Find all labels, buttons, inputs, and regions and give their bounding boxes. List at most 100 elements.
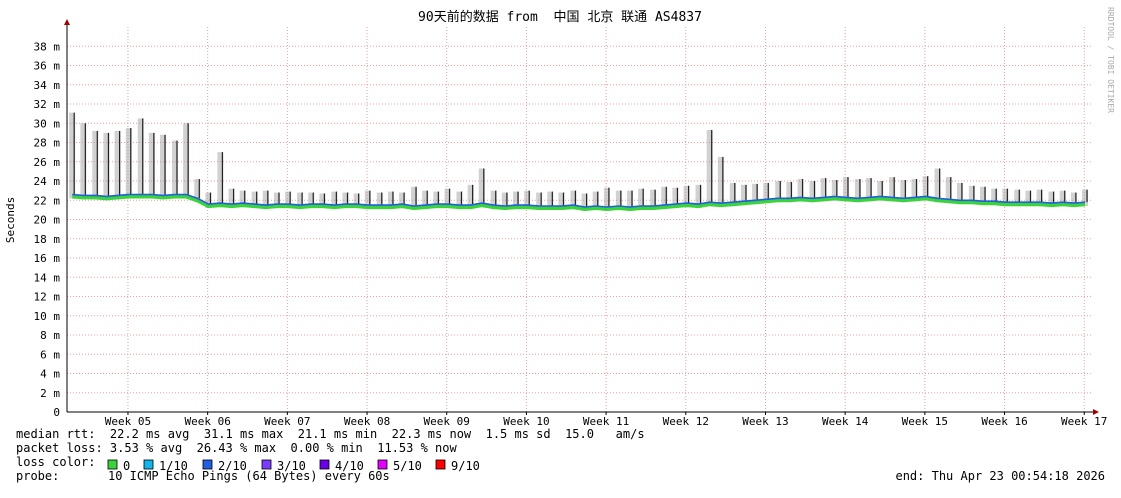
y-tick-label: 24 m [34,175,61,188]
smoke [603,187,610,211]
smoke [399,192,406,209]
smoke [297,192,304,210]
smoke [763,182,770,204]
x-tick-label: Week 14 [822,415,869,428]
legend-label: loss color: [16,455,95,469]
smoke [1048,191,1055,208]
smoke [638,188,645,211]
median-line [72,193,1086,208]
legend-swatch [107,459,118,470]
smoke [683,185,690,208]
smoke [376,192,383,210]
x-tick-label: Week 13 [742,415,788,428]
smoke [945,177,952,204]
smoke [501,192,508,211]
legend-swatch [143,459,154,470]
smoke [831,180,838,201]
smoke [114,130,121,200]
smoke [842,177,849,202]
smoke [900,180,907,203]
x-tick-label: Week 15 [902,415,948,428]
y-tick-label: 38 m [34,40,61,53]
legend-label: 3/10 [277,459,306,473]
smoke [968,185,975,205]
stats-line: median rtt: 22.2 ms avg 31.1 ms max 21.1… [16,427,645,441]
y-tick-label: 0 [53,406,60,419]
y-tick-label: 8 m [40,329,60,342]
legend-label: 9/10 [451,459,480,473]
smoke [125,128,132,199]
axis-arrow [64,19,70,25]
smoke [456,191,463,210]
stats-line: packet loss: 3.53 % avg 26.43 % max 0.00… [16,441,457,455]
smoke [558,192,565,211]
smoke [809,181,816,203]
smoke [922,176,929,201]
smoke [570,190,577,210]
smoke [820,178,827,202]
smoke [364,190,371,210]
smoke [342,192,349,209]
smoke [661,186,668,210]
smoke [752,183,759,205]
smoke [1070,192,1077,208]
smoke [934,168,941,203]
smoke [740,184,747,206]
smoke [854,179,861,203]
y-tick-label: 20 m [34,214,61,227]
legend-swatch [435,459,446,470]
smoke [80,123,87,200]
y-tick-label: 26 m [34,156,61,169]
smoke [536,192,543,211]
plot [67,27,1093,413]
smoke [160,134,167,200]
smoke [239,190,246,208]
legend-swatch [261,459,272,470]
smoke [308,192,315,209]
y-tick-label: 12 m [34,291,61,304]
smoke [285,191,292,209]
smoke [194,179,201,203]
smoke [92,130,99,200]
x-tick-label: Week 09 [424,415,470,428]
smoke [650,189,657,211]
x-tick-label: Week 11 [583,415,629,428]
y-axis-label: Seconds [4,197,17,243]
y-tick-label: 10 m [34,310,61,323]
smoke [592,191,599,211]
x-tick-label: Week 17 [1061,415,1107,428]
probe: 10 ICMP Echo Pings (64 Bytes) every 60s [108,469,390,483]
smoke [1059,190,1066,207]
y-tick-label: 18 m [34,233,61,246]
x-tick-label: Week 08 [344,415,390,428]
smoke [353,193,360,209]
legend-label: 5/10 [393,459,422,473]
smoke [1082,189,1089,207]
smoke [273,192,280,209]
smoke [467,184,474,210]
smoke [786,181,793,203]
smoke [183,123,190,199]
smoke [524,190,531,210]
smoke [889,177,896,202]
smoke [411,186,418,211]
smoke [69,112,76,199]
end-time: end: Thu Apr 23 00:54:18 2026 [895,469,1105,483]
smoke [1002,188,1009,207]
y-tick-label: 22 m [34,194,61,207]
smoke [717,156,724,208]
smoke [956,182,963,205]
smoke [331,191,338,210]
legend-label: 1/10 [159,459,188,473]
smoke [911,179,918,202]
smoke [262,190,269,210]
smoke [581,193,588,211]
x-tick-label: Week 06 [184,415,230,428]
smoke [205,192,212,209]
smoke [991,188,998,206]
x-tick-label: Week 05 [105,415,151,428]
smoke [797,179,804,202]
smoke [672,187,679,209]
axis-arrow [1093,409,1099,415]
